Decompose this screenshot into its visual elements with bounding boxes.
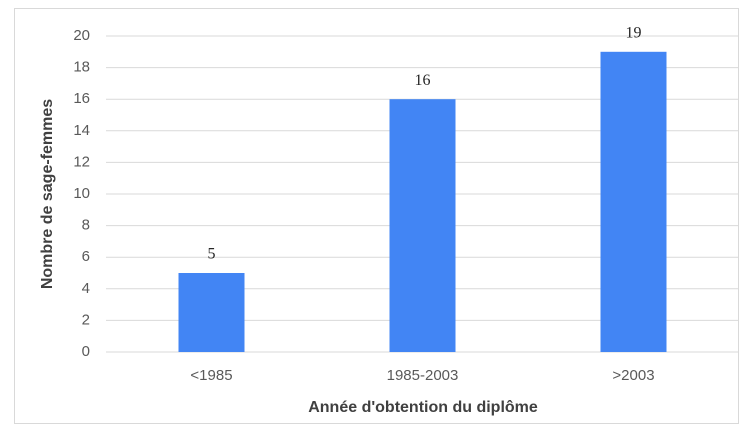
x-tick-label: >2003 [612,367,654,384]
y-tick-label: 8 [82,217,90,234]
bar [600,51,667,353]
y-tick-label: 14 [73,122,90,139]
y-tick-label: 12 [73,153,90,170]
y-tick-label: 0 [82,343,90,360]
y-tick-label: 18 [73,59,90,76]
y-tick-label: 16 [73,90,90,107]
x-axis-title: Année d'obtention du diplôme [308,399,538,416]
data-label: 16 [415,72,431,89]
y-tick-label: 20 [73,27,90,44]
y-tick-label: 2 [82,311,90,328]
y-axis-title: Nombre de sage-femmes [39,99,56,289]
x-tick-label: 1985-2003 [387,367,459,384]
y-tick-label: 10 [73,185,90,202]
data-label: 19 [626,24,642,41]
bar [389,99,456,352]
bar [178,273,245,352]
x-tick-label: <1985 [190,367,232,384]
y-tick-label: 4 [82,280,90,297]
data-label: 5 [208,246,216,263]
y-tick-label: 6 [82,248,90,265]
